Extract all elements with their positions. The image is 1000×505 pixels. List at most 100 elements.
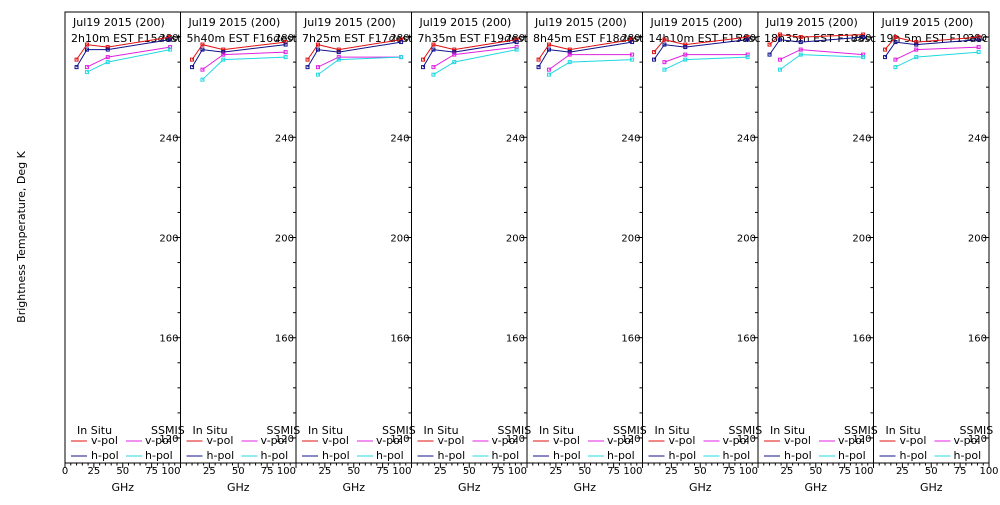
panel-6-legend-ssmis-h-label: h-pol <box>723 449 751 462</box>
panel-6-xtick-label-3: 100 <box>739 466 758 477</box>
panel-3-xtick-label-3: 100 <box>392 466 411 477</box>
panel-7-ytick-label-1: 160 <box>852 334 871 345</box>
panel-5-series-4-point-0 <box>546 72 551 77</box>
panel-7-ytick-label-3: 240 <box>852 133 871 144</box>
panel-3-series-1-point-1 <box>315 42 320 47</box>
panel-6-series-1-point-0 <box>652 50 657 55</box>
panel-8-series-4-point-1 <box>914 55 919 60</box>
panel-8-ytick-label-3: 240 <box>968 133 987 144</box>
panel-8-series-3-point-1 <box>914 47 919 52</box>
panel-3-series-2-point-0 <box>305 65 310 70</box>
panel-7-legend-ssmis-h-label: h-pol <box>838 449 866 462</box>
panel-5-legend-ssmis-title: SSMIS <box>613 424 647 437</box>
panel-4-series-4-line <box>433 49 517 76</box>
panel-1-legend-ssmis-h-label: h-pol <box>145 449 173 462</box>
panel-4-legend-insitu-h-label: h-pol <box>438 449 466 462</box>
panel-8-legend-insitu-v-label: v-pol <box>900 434 927 447</box>
panel-1-series-3-line <box>86 46 171 68</box>
panel-7-xtick-label-3: 100 <box>854 466 873 477</box>
panel-8-series-1-point-0 <box>883 47 888 52</box>
panel-8-series-3-line <box>895 46 979 61</box>
panel-7-xtick-label-0: 25 <box>781 466 794 477</box>
panel-4-series-3-point-0 <box>431 65 436 70</box>
panel-7-legend-insitu-title: In Situ <box>770 424 805 437</box>
panel-1-series-3-point-0 <box>84 65 89 70</box>
panel-2-series-1-point-0 <box>190 57 195 62</box>
panel-8-series-4-point-0 <box>893 65 898 70</box>
panel-1-xtick-label-1: 25 <box>88 466 101 477</box>
panel-1-legend-ssmis-v-label: v-pol <box>145 434 172 447</box>
panel-1-series-4-point-0 <box>84 70 89 75</box>
panel-1-legend-insitu-v-label: v-pol <box>91 434 118 447</box>
panel-4-legend-insitu-v-label: v-pol <box>438 434 465 447</box>
panel-5-legend-insitu-v-label: v-pol <box>553 434 580 447</box>
panel-6-series-3-point-0 <box>662 60 667 65</box>
panel-5-series-2-point-3 <box>630 40 635 45</box>
panel-3-ytick-label-3: 240 <box>390 133 409 144</box>
panel-1-series-4-line <box>86 49 171 73</box>
panel-4-xtick-label-1: 50 <box>463 466 476 477</box>
panel-3-series-4-point-1 <box>336 57 341 62</box>
panel-6-ytick-label-1: 160 <box>737 334 756 345</box>
panel-8-legend-ssmis-h-label: h-pol <box>954 449 982 462</box>
panel-6-ytick-label-0: 120 <box>737 434 756 445</box>
panel-5-xtick-label-0: 25 <box>550 466 563 477</box>
panel-7-legend-ssmis-v-label: v-pol <box>838 434 865 447</box>
panel-1-ytick-label-0: 120 <box>159 434 178 445</box>
panel-8-xlabel: GHz <box>920 481 943 494</box>
panel-6-series-1-line <box>653 36 748 53</box>
panel-6-ytick-label-2: 200 <box>737 234 756 245</box>
panel-4-ytick-label-0: 120 <box>506 434 525 445</box>
panel-5-ytick-label-3: 240 <box>621 133 640 144</box>
panel-6-legend-insitu-v-label: v-pol <box>669 434 696 447</box>
panel-6-series-2-point-1 <box>662 42 667 47</box>
panel-7-series-2-point-2 <box>798 40 803 45</box>
panel-7-legend-insitu-v-label: v-pol <box>784 434 811 447</box>
panel-7-ytick-label-0: 120 <box>852 434 871 445</box>
panel-3-xtick-label-2: 75 <box>376 466 389 477</box>
panel-8-subtitle: 19h 5m EST F19asc <box>880 32 989 45</box>
panel-3-series-2-point-3 <box>399 40 404 45</box>
panel-2-series-1-point-1 <box>200 42 205 47</box>
panel-5-series-3-point-0 <box>546 67 551 72</box>
panel-8-legend-ssmis-v-label: v-pol <box>954 434 981 447</box>
panel-6-legend-insitu-title: In Situ <box>655 424 690 437</box>
panel-2-ytick-label-1: 160 <box>275 334 294 345</box>
panel-1-title: Jul19 2015 (200) <box>72 16 165 29</box>
panel-2-series-4-point-0 <box>200 77 205 82</box>
panel-8-xtick-label-3: 100 <box>979 466 998 477</box>
panel-6-xlabel: GHz <box>689 481 712 494</box>
panel-2-series-3-point-1 <box>221 52 226 57</box>
panel-1-series-4-point-1 <box>105 60 110 65</box>
panel-4-series-3-point-1 <box>452 52 457 57</box>
panel-1-series-2-point-3 <box>168 37 173 42</box>
panel-7-series-4-point-2 <box>861 55 866 60</box>
panel-4-series-1-point-1 <box>431 42 436 47</box>
panel-8-series-2-point-3 <box>976 37 981 42</box>
panel-3-series-2-point-2 <box>336 50 341 55</box>
panel-8-series-2-point-0 <box>883 55 888 60</box>
panel-6-xtick-label-1: 50 <box>694 466 707 477</box>
panel-6-series-3-line <box>664 54 748 63</box>
panel-7-series-1-point-2 <box>798 35 803 40</box>
panel-5-series-3-line <box>548 54 633 71</box>
panel-4-series-4-point-2 <box>514 47 519 52</box>
panel-4-ytick-label-2: 200 <box>506 234 525 245</box>
panel-6-series-2-line <box>653 39 748 60</box>
panel-6-title: Jul19 2015 (200) <box>650 16 743 29</box>
panel-5-series-2-point-1 <box>546 47 551 52</box>
panel-2-series-4-line <box>202 56 286 81</box>
panel-7-series-2-point-0 <box>767 52 772 57</box>
panel-4-legend-ssmis-h-label: h-pol <box>492 449 520 462</box>
panel-2-title: Jul19 2015 (200) <box>188 16 281 29</box>
panel-5-xlabel: GHz <box>573 481 596 494</box>
panel-3-series-4-point-0 <box>315 72 320 77</box>
panel-4-series-2-point-0 <box>421 65 426 70</box>
panel-6-xtick-label-0: 25 <box>665 466 678 477</box>
panel-3-legend-ssmis-title: SSMIS <box>382 424 416 437</box>
panel-3-legend-insitu-h-label: h-pol <box>322 449 350 462</box>
panel-7-series-1-point-0 <box>767 42 772 47</box>
panel-7-series-2-point-3 <box>861 35 866 40</box>
panel-3-legend-ssmis-h-label: h-pol <box>376 449 404 462</box>
